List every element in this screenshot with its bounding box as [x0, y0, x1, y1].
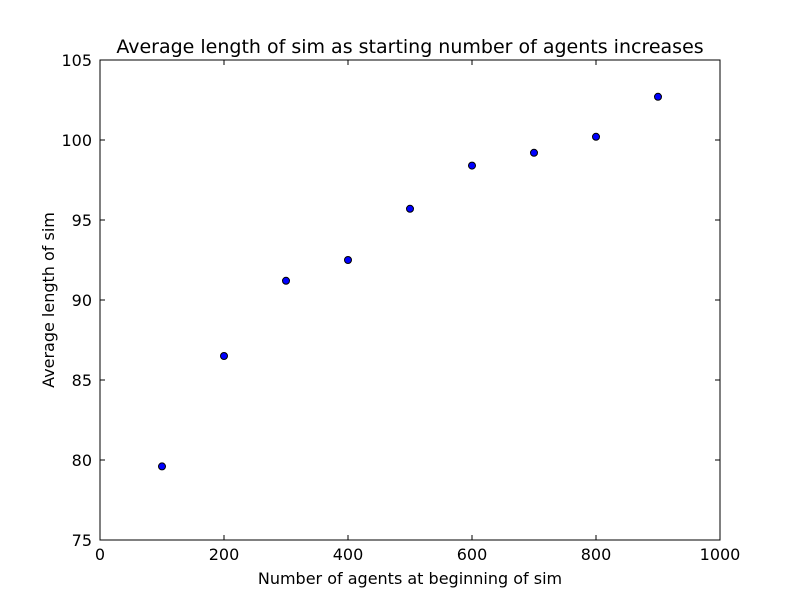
y-tick-label: 80: [72, 451, 92, 470]
chart-title: Average length of sim as starting number…: [116, 36, 703, 58]
data-point: [530, 148, 538, 157]
data-point: [282, 276, 290, 285]
y-tick-label: 90: [72, 291, 92, 310]
x-tick-label: 1000: [700, 545, 741, 564]
data-point: [406, 204, 414, 213]
x-tick-label: 600: [457, 545, 488, 564]
x-axis: 0 200 400 600 800 1000: [95, 60, 740, 564]
x-tick-label: 0: [95, 545, 105, 564]
plot-area: [99, 59, 721, 541]
data-point: [220, 352, 228, 360]
y-axis: 75 80 85 90 95 100 105: [61, 51, 720, 550]
y-axis-label: Average length of sim: [39, 212, 58, 388]
data-points: [158, 92, 662, 471]
data-point: [592, 132, 600, 141]
data-point: [158, 462, 166, 471]
data-point: [468, 161, 476, 170]
y-tick-label: 75: [72, 531, 92, 550]
x-tick-label: 800: [581, 545, 612, 564]
y-tick-label: 85: [72, 371, 92, 390]
y-tick-label: 100: [61, 131, 92, 150]
x-tick-label: 200: [209, 545, 240, 564]
x-tick-label: 400: [333, 545, 364, 564]
data-point: [344, 256, 352, 264]
data-point: [654, 92, 662, 101]
x-axis-label: Number of agents at beginning of sim: [258, 569, 562, 588]
y-tick-label: 105: [61, 51, 92, 70]
y-tick-label: 95: [72, 211, 92, 230]
